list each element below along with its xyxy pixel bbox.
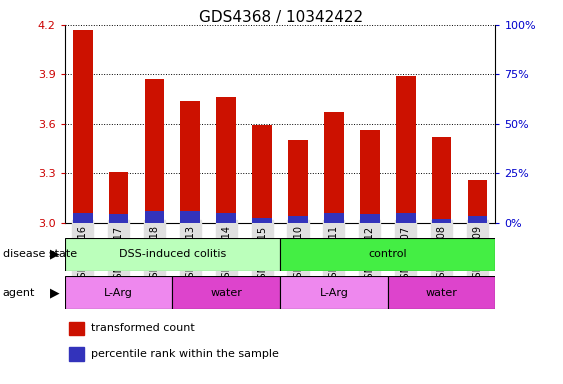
Bar <box>109 172 128 223</box>
Bar <box>432 137 452 223</box>
Text: DSS-induced colitis: DSS-induced colitis <box>119 249 226 260</box>
Text: agent: agent <box>3 288 35 298</box>
Bar <box>65 238 280 271</box>
Bar <box>65 276 172 309</box>
Bar <box>432 219 452 223</box>
Text: ▶: ▶ <box>50 286 59 299</box>
Bar <box>288 216 308 223</box>
Bar <box>69 322 84 335</box>
Bar <box>69 348 84 361</box>
Bar <box>145 79 164 223</box>
Bar <box>73 213 92 223</box>
Text: GDS4368 / 10342422: GDS4368 / 10342422 <box>199 10 364 25</box>
Bar <box>468 180 488 223</box>
Bar <box>396 213 415 223</box>
Bar <box>396 76 415 223</box>
Bar <box>181 211 200 223</box>
Bar <box>216 98 236 223</box>
Bar <box>324 213 344 223</box>
Text: water: water <box>426 288 458 298</box>
Bar <box>109 215 128 223</box>
Bar <box>468 216 488 223</box>
Bar <box>145 211 164 223</box>
Text: water: water <box>211 288 242 298</box>
Bar <box>388 276 495 309</box>
Bar <box>288 140 308 223</box>
Bar <box>216 213 236 223</box>
Bar <box>172 276 280 309</box>
Text: L-Arg: L-Arg <box>319 288 348 298</box>
Bar <box>73 30 92 223</box>
Text: control: control <box>368 249 407 260</box>
Bar <box>280 238 495 271</box>
Text: percentile rank within the sample: percentile rank within the sample <box>91 349 279 359</box>
Text: disease state: disease state <box>3 249 77 260</box>
Bar <box>181 101 200 223</box>
Text: transformed count: transformed count <box>91 323 194 333</box>
Bar <box>324 112 344 223</box>
Bar <box>252 126 272 223</box>
Bar <box>360 215 379 223</box>
Bar <box>360 131 379 223</box>
Bar <box>252 218 272 223</box>
Text: L-Arg: L-Arg <box>104 288 133 298</box>
Bar <box>280 276 388 309</box>
Text: ▶: ▶ <box>50 248 59 261</box>
